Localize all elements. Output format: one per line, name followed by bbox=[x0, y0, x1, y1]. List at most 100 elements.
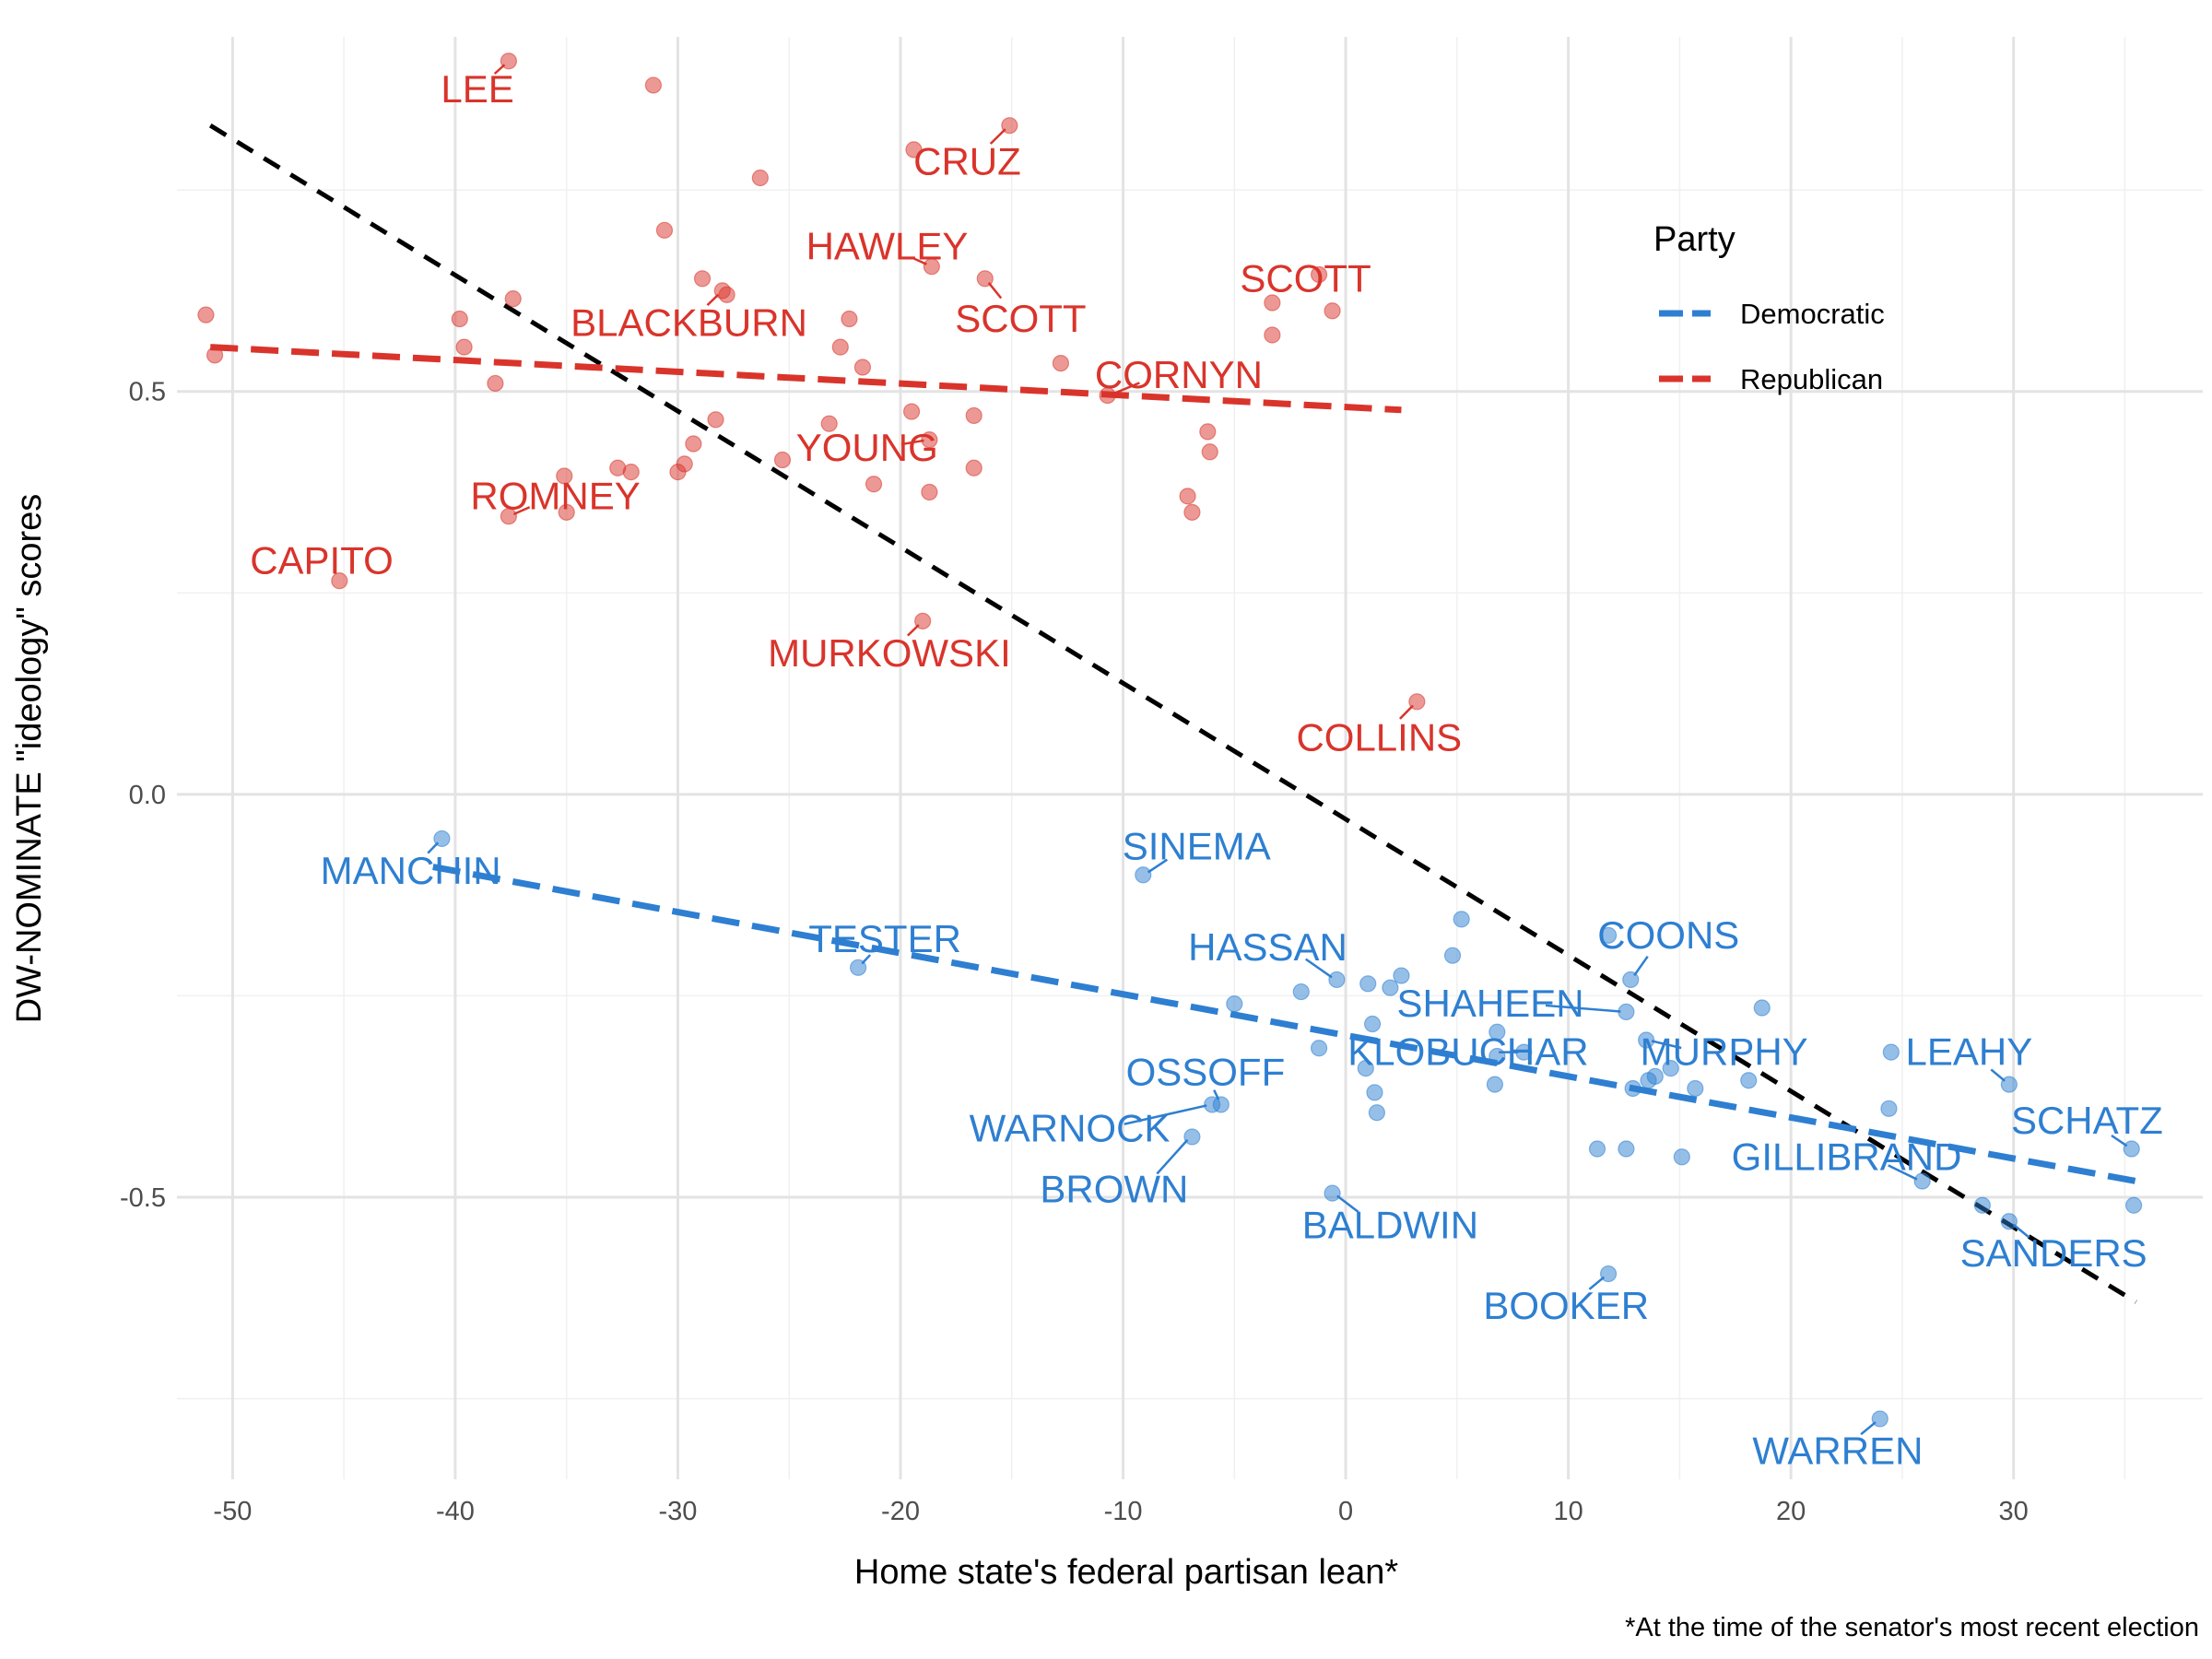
data-point-republican bbox=[685, 435, 702, 453]
data-point-republican bbox=[1310, 265, 1328, 284]
data-point-democratic bbox=[850, 959, 867, 976]
label-leader-line bbox=[987, 282, 1003, 300]
data-point-democratic bbox=[1622, 971, 1640, 989]
y-tick-label: -0.5 bbox=[120, 1183, 166, 1213]
data-point-democratic bbox=[433, 830, 451, 848]
point-label-scott: SCOTT bbox=[1240, 256, 1371, 300]
label-leader-line bbox=[1336, 1194, 1359, 1213]
point-label-collins: COLLINS bbox=[1296, 716, 1462, 759]
data-point-republican bbox=[558, 503, 575, 521]
chart-caption: *At the time of the senator's most recen… bbox=[1625, 1613, 2199, 1642]
y-axis-title: DW-NOMINATE "ideology" scores bbox=[10, 494, 49, 1024]
point-label-ossoff: OSSOFF bbox=[1126, 1050, 1286, 1093]
data-point-democratic bbox=[1363, 1015, 1382, 1033]
point-label-sanders: SANDERS bbox=[1960, 1231, 2147, 1275]
legend: Party Democratic Republican bbox=[1653, 220, 1885, 395]
label-leader-line bbox=[1651, 1040, 1682, 1050]
point-label-booker: BOOKER bbox=[1483, 1284, 1649, 1327]
data-point-republican bbox=[676, 455, 693, 473]
label-leader-line bbox=[2012, 1223, 2030, 1239]
data-point-republican bbox=[622, 464, 640, 481]
data-point-republican bbox=[1199, 423, 1217, 441]
data-point-republican bbox=[451, 310, 468, 328]
point-label-leahy: LEAHY bbox=[1906, 1030, 2033, 1074]
data-point-democratic bbox=[1973, 1196, 1991, 1214]
data-point-democratic bbox=[2000, 1213, 2018, 1230]
data-point-republican bbox=[1001, 117, 1018, 135]
point-label-murkowski: MURKOWSKI bbox=[768, 631, 1011, 675]
data-point-democratic bbox=[1324, 1184, 1341, 1202]
point-label-coons: COONS bbox=[1597, 913, 1739, 957]
data-point-democratic bbox=[1292, 982, 1310, 1001]
label-leader-line bbox=[1588, 1276, 1606, 1290]
data-point-democratic bbox=[1488, 1047, 1506, 1065]
data-point-republican bbox=[1324, 302, 1341, 320]
x-tick-label: 0 bbox=[1338, 1497, 1353, 1526]
point-label-warnock: WARNOCK bbox=[970, 1107, 1171, 1150]
data-point-democratic bbox=[1673, 1148, 1690, 1166]
data-point-democratic bbox=[2123, 1140, 2140, 1158]
x-tick-label: 10 bbox=[1553, 1497, 1583, 1526]
data-point-democratic bbox=[1183, 1128, 1201, 1146]
data-point-democratic bbox=[1443, 947, 1462, 964]
point-label-murphy: MURPHY bbox=[1641, 1030, 1808, 1074]
data-point-republican bbox=[655, 221, 674, 239]
trend-lines bbox=[208, 124, 2137, 1304]
data-point-democratic bbox=[1599, 1265, 1618, 1283]
x-axis-title: Home state's federal partisan lean* bbox=[854, 1553, 1398, 1592]
point-label-cruz: CRUZ bbox=[913, 140, 1021, 183]
point-label-brown: BROWN bbox=[1040, 1167, 1188, 1210]
label-leader-line bbox=[1633, 955, 1649, 977]
point-label-manchin: MANCHIN bbox=[321, 849, 501, 892]
data-point-democratic bbox=[1226, 995, 1243, 1013]
point-label-shaheen: SHAHEEN bbox=[1397, 982, 1584, 1025]
data-points bbox=[197, 53, 2143, 1428]
label-leader-line bbox=[1990, 1068, 2006, 1082]
data-point-republican bbox=[707, 411, 724, 429]
data-point-republican bbox=[331, 572, 348, 590]
data-point-republican bbox=[504, 290, 522, 308]
data-point-republican bbox=[965, 406, 982, 425]
trend-line-republican bbox=[210, 344, 1402, 414]
data-point-democratic bbox=[1599, 926, 1618, 944]
data-point-republican bbox=[831, 338, 849, 356]
data-point-republican bbox=[556, 467, 573, 485]
data-point-republican bbox=[1201, 443, 1218, 461]
point-label-romney: ROMNEY bbox=[470, 474, 640, 517]
data-point-democratic bbox=[1488, 1023, 1506, 1041]
point-label-klobuchar: KLOBUCHAR bbox=[1347, 1030, 1588, 1074]
data-point-democratic bbox=[1368, 1104, 1385, 1122]
tick-labels: -50 -40 -30 -20 -10 0 10 20 30 -0.5 0.0 0.5 bbox=[120, 378, 2029, 1526]
data-point-democratic bbox=[1624, 1079, 1641, 1098]
data-point-republican bbox=[1264, 294, 1281, 312]
point-label-hassan: HASSAN bbox=[1188, 925, 1347, 969]
y-tick-label: 0.5 bbox=[129, 378, 166, 407]
label-leader-line bbox=[1112, 382, 1140, 395]
point-label-cornyn: CORNYN bbox=[1095, 353, 1263, 396]
data-point-democratic bbox=[1638, 1031, 1655, 1049]
x-tick-label: 20 bbox=[1776, 1497, 1806, 1526]
data-point-republican bbox=[718, 286, 735, 303]
label-leader-line bbox=[1156, 1138, 1189, 1175]
data-point-republican bbox=[644, 76, 662, 94]
point-label-schatz: SCHATZ bbox=[2011, 1099, 2163, 1142]
data-point-democratic bbox=[1662, 1060, 1679, 1077]
label-leader-line bbox=[989, 128, 1006, 145]
label-leader-line bbox=[1398, 704, 1414, 720]
data-point-republican bbox=[197, 306, 215, 324]
data-point-republican bbox=[923, 258, 940, 276]
point-labels: LEE CRUZ HAWLEY SCOTT SCOTT BLACKBURN CORNYN YO… bbox=[250, 67, 2163, 1473]
label-leader-line bbox=[1888, 1164, 1918, 1181]
data-point-republican bbox=[976, 270, 994, 288]
data-point-democratic bbox=[1515, 1043, 1533, 1061]
label-leader-line bbox=[2111, 1134, 2128, 1147]
data-point-democratic bbox=[1135, 866, 1152, 884]
point-label-warren: WARREN bbox=[1752, 1429, 1923, 1472]
point-label-scott: SCOTT bbox=[955, 297, 1086, 340]
label-leader-line bbox=[1860, 1421, 1877, 1436]
point-label-young: YOUNG bbox=[796, 426, 938, 469]
data-point-republican bbox=[773, 451, 792, 469]
data-point-democratic bbox=[1382, 979, 1399, 996]
data-point-democratic bbox=[1880, 1100, 1898, 1117]
label-leader-line bbox=[512, 506, 531, 515]
